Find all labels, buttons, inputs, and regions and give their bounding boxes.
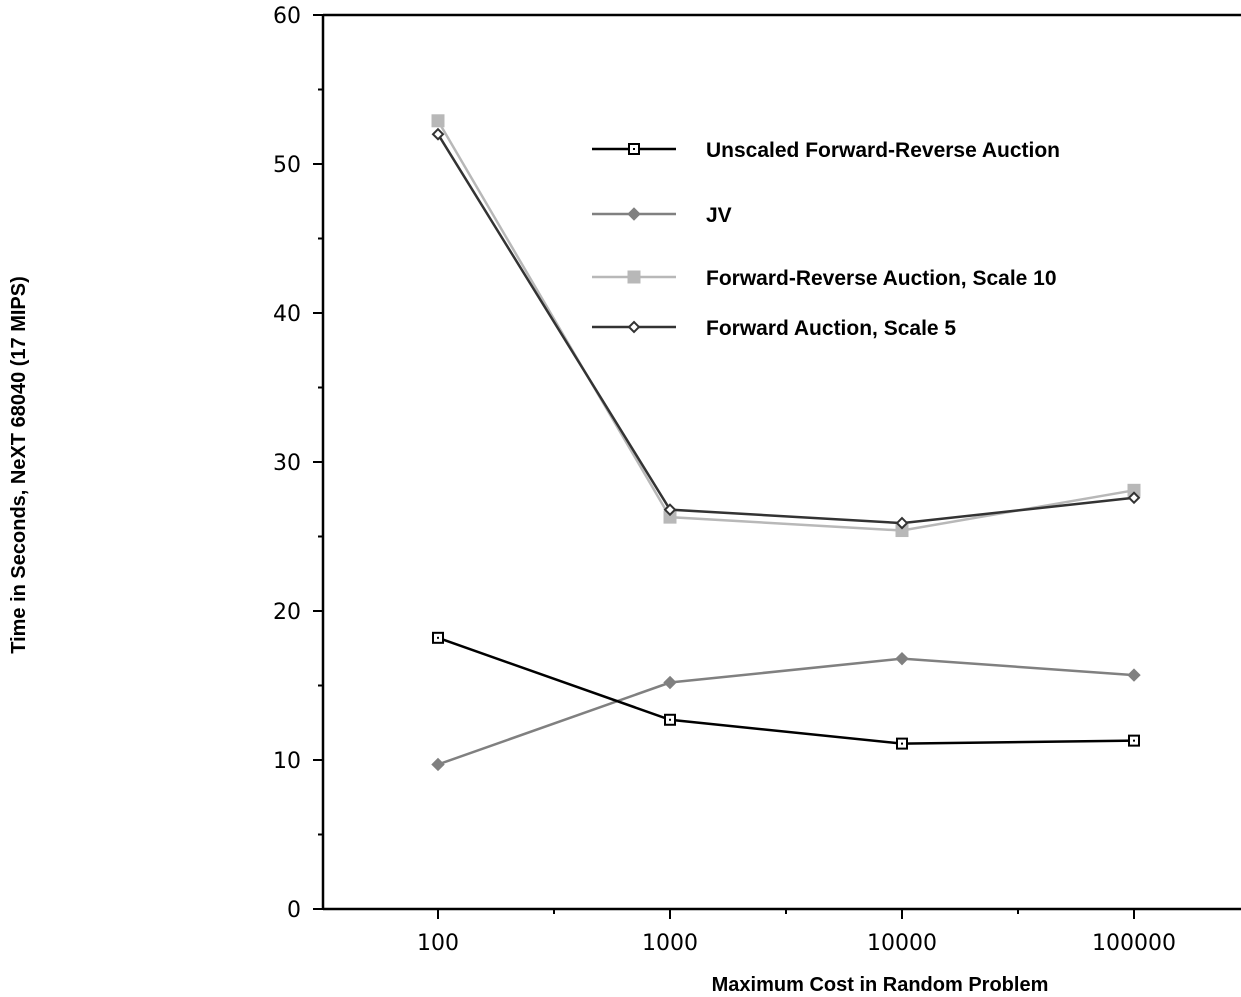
data-point [1127,668,1141,682]
data-point-center [1133,739,1135,742]
series-1 [431,651,1141,772]
x-tick-label: 100 [417,931,459,956]
legend-item: Forward-Reverse Auction, Scale 10 [592,267,1057,290]
legend-label: Forward Auction, Scale 5 [706,317,956,340]
data-point [663,503,677,517]
data-point [431,114,445,128]
y-tick-label: 50 [273,153,301,178]
series-3 [431,127,1141,530]
data-point-center [901,742,903,745]
data-point [627,207,641,221]
data-point [627,270,641,284]
x-axis: 100 1000 10000 100000 [323,13,1241,956]
data-point-center [437,636,439,639]
y-tick-label: 10 [273,749,301,774]
y-tick-label: 20 [273,600,301,625]
series-0 [432,631,1140,750]
legend-label: Forward-Reverse Auction, Scale 10 [706,267,1057,290]
y-axis-title: Time in Seconds, NeXT 68040 (17 MIPS) [8,276,30,654]
data-point [1127,491,1141,505]
series-line [437,657,1135,766]
series-line [436,133,1135,525]
data-point [663,675,677,690]
y-tick-label: 60 [273,4,301,29]
x-tick-label: 1000 [642,931,698,956]
legend-item: Unscaled Forward-Reverse Auction [592,139,1060,162]
series-line [437,636,1135,745]
legend-item: Forward Auction, Scale 5 [592,317,956,340]
data-point [431,127,445,141]
y-axis: 0 10 20 30 40 50 60 [273,4,325,923]
x-tick-label: 10000 [867,931,937,956]
y-tick-label: 30 [273,451,301,476]
x-axis-title: Maximum Cost in Random Problem [712,974,1049,996]
data-point [895,516,909,530]
y-tick-label: 0 [287,898,301,923]
legend-label: Unscaled Forward-Reverse Auction [706,139,1060,162]
plot-series [431,114,1141,772]
data-point [895,651,909,666]
legend: Unscaled Forward-Reverse Auction JV Forwar… [592,139,1060,340]
x-tick-label: 100000 [1092,931,1176,956]
data-point-center [633,148,635,150]
data-point-center [669,718,671,721]
data-point [431,757,445,772]
y-tick-label: 40 [273,302,301,327]
legend-item: JV [592,204,732,227]
data-point [627,320,641,334]
legend-label: JV [706,204,732,227]
